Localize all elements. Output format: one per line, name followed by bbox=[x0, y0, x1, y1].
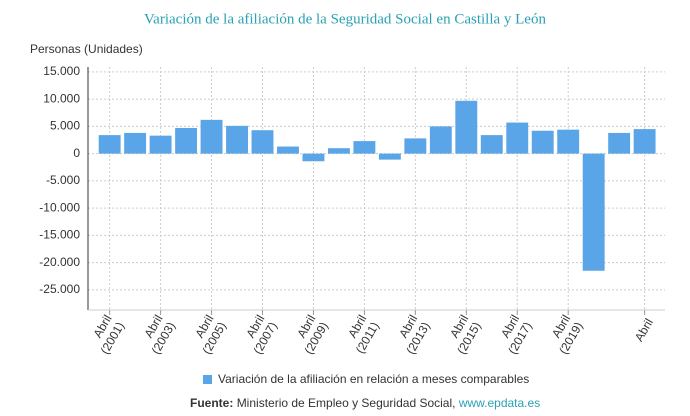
bar bbox=[378, 153, 401, 160]
bar bbox=[429, 126, 452, 154]
bar bbox=[404, 138, 427, 154]
legend-swatch bbox=[203, 375, 212, 384]
bar bbox=[353, 141, 376, 154]
bar bbox=[531, 130, 554, 154]
x-tick-label: Abril bbox=[632, 316, 656, 344]
y-tick-label: 5.000 bbox=[50, 119, 80, 133]
bar bbox=[302, 153, 325, 162]
y-axis-label: Personas (Unidades) bbox=[30, 42, 143, 56]
bar bbox=[506, 122, 529, 154]
bar bbox=[251, 130, 274, 154]
bar bbox=[608, 132, 631, 154]
legend-label: Variación de la afiliación en relación a… bbox=[218, 372, 529, 386]
bar bbox=[277, 146, 299, 154]
bar bbox=[98, 135, 121, 154]
source-text: Ministerio de Empleo y Seguridad Social, bbox=[237, 396, 456, 410]
x-tick-label: Abril(2009) bbox=[289, 312, 331, 356]
bar bbox=[480, 135, 503, 154]
bar bbox=[582, 153, 605, 271]
bar bbox=[455, 100, 478, 154]
y-tick-label: 10.000 bbox=[43, 91, 80, 105]
source-link[interactable]: www.epdata.es bbox=[458, 396, 540, 410]
bar bbox=[327, 148, 350, 154]
y-tick-label: -15.000 bbox=[39, 228, 80, 242]
bar bbox=[633, 129, 656, 154]
x-tick-label: Abril(2013) bbox=[391, 312, 433, 356]
bar bbox=[175, 128, 198, 154]
bar bbox=[226, 125, 248, 154]
y-tick-label: -10.000 bbox=[39, 200, 80, 214]
y-tick-label: 0 bbox=[73, 146, 80, 160]
source-label: Fuente: bbox=[190, 396, 233, 410]
bar bbox=[149, 135, 172, 154]
y-tick-label: -20.000 bbox=[39, 255, 80, 269]
x-tick-label: Abril(2005) bbox=[187, 312, 229, 356]
bar bbox=[124, 132, 147, 154]
source: Fuente: Ministerio de Empleo y Seguridad… bbox=[190, 396, 540, 410]
y-tick-label: -25.000 bbox=[39, 282, 80, 296]
y-tick-label: 15.000 bbox=[43, 64, 80, 78]
y-tick-label: -5.000 bbox=[46, 173, 80, 187]
x-tick-label: Abril(2007) bbox=[238, 312, 280, 356]
bar bbox=[200, 119, 223, 154]
bar bbox=[557, 129, 580, 154]
x-tick-label: Abril(2003) bbox=[136, 312, 178, 356]
chart-title: Variación de la afiliación de la Segurid… bbox=[144, 11, 546, 27]
x-tick-label: Abril(2015) bbox=[442, 312, 484, 356]
x-tick-label: Abril(2019) bbox=[544, 312, 586, 356]
x-tick-label: Abril(2017) bbox=[493, 312, 535, 356]
x-tick-label: Abril(2011) bbox=[340, 312, 381, 355]
x-tick-label: Abril(2001) bbox=[85, 312, 127, 356]
